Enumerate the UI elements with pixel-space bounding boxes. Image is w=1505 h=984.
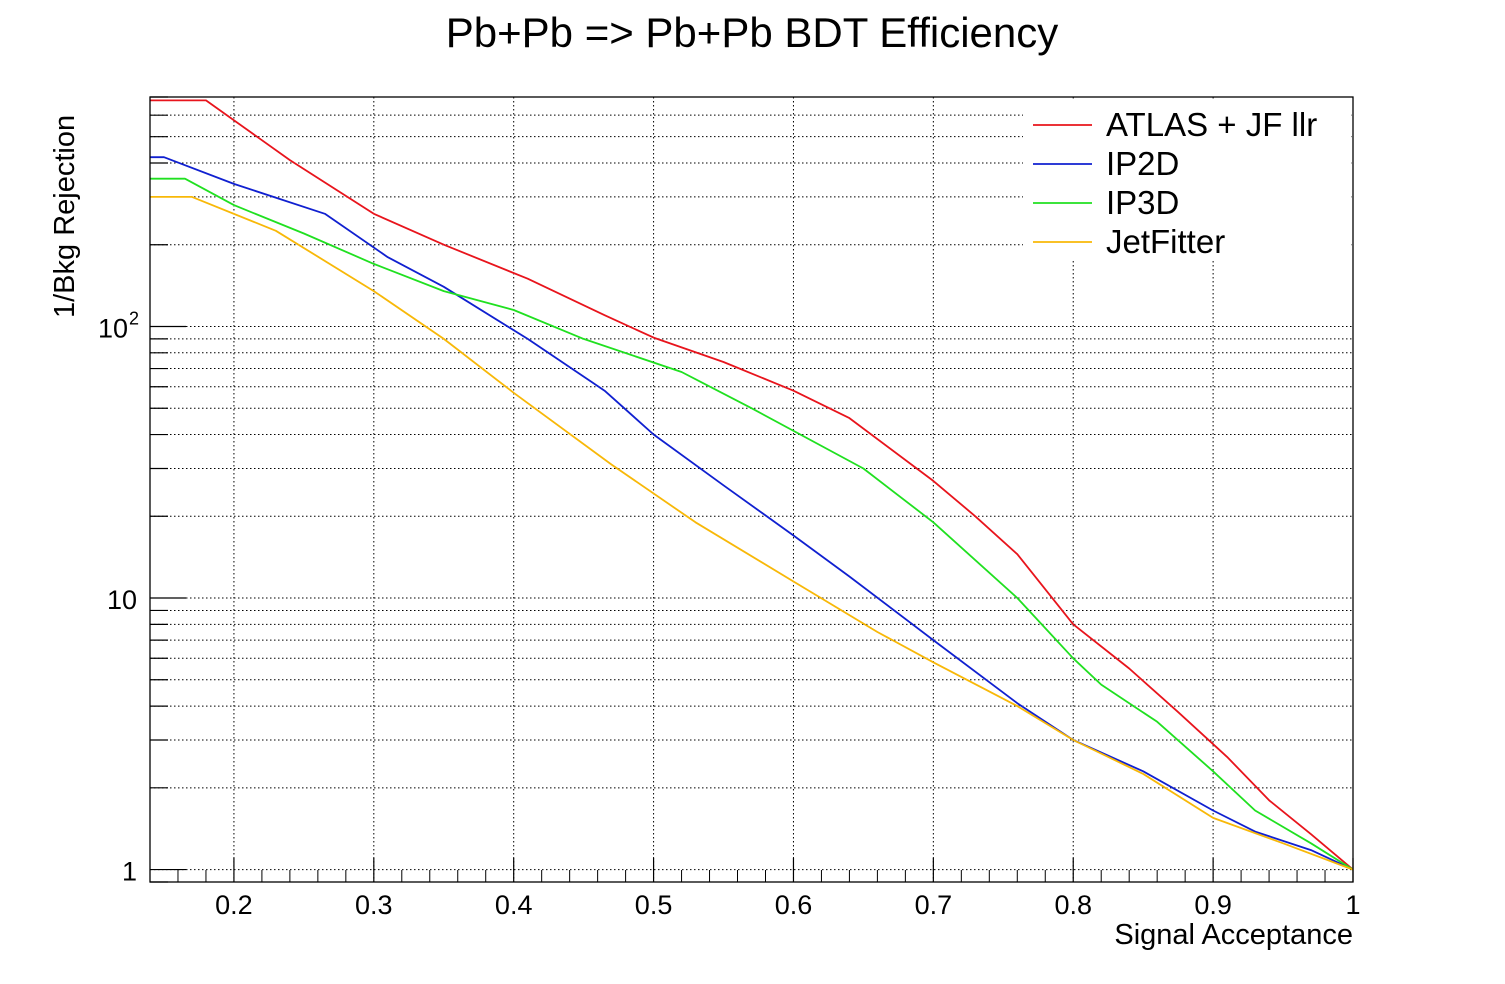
x-tick-label: 0.8 <box>1054 890 1092 920</box>
legend-label: IP3D <box>1106 184 1179 221</box>
legend-label: IP2D <box>1106 145 1179 182</box>
x-axis-label: Signal Acceptance <box>1114 919 1353 951</box>
x-tick-label: 1 <box>1345 890 1360 920</box>
y-axis-label: 1/Bkg Rejection <box>49 115 81 318</box>
chart-title: Pb+Pb => Pb+Pb BDT Efficiency <box>446 9 1059 56</box>
series-line-2 <box>150 177 1354 871</box>
series-line-0 <box>150 99 1354 871</box>
data-series <box>150 99 1354 871</box>
x-tick-label: 0.2 <box>215 890 253 920</box>
series-line-3 <box>150 195 1354 871</box>
x-tick-label: 0.5 <box>635 890 673 920</box>
y-tick-label: 10 <box>107 585 137 615</box>
x-tick-label: 0.3 <box>355 890 393 920</box>
series-line-1 <box>150 156 1354 871</box>
y-tick-label-exponent: 2 <box>129 308 139 328</box>
legend-background <box>1023 99 1351 261</box>
axis-ticks <box>150 96 1354 883</box>
x-tick-label: 0.6 <box>775 890 813 920</box>
legend-label: JetFitter <box>1106 223 1225 260</box>
y-tick-label: 1 <box>122 857 137 887</box>
x-tick-label: 0.9 <box>1194 890 1232 920</box>
plot-frame <box>149 96 1354 883</box>
x-tick-label: 0.7 <box>915 890 953 920</box>
legend-label: ATLAS + JF llr <box>1106 106 1317 143</box>
x-tick-label: 0.4 <box>495 890 533 920</box>
y-tick-label: 10 <box>98 313 128 343</box>
